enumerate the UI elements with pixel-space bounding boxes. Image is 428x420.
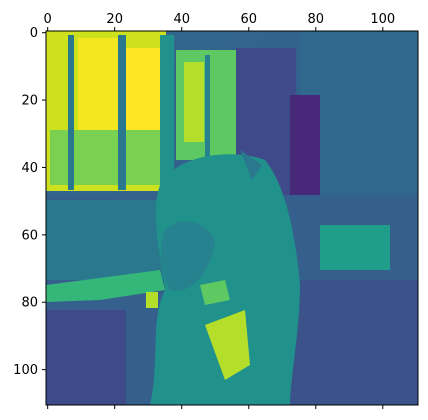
window-lower-foliage xyxy=(50,130,160,185)
x-tick-label: 40 xyxy=(173,12,190,27)
window-mullion xyxy=(160,35,174,190)
x-tick-label: 60 xyxy=(240,12,257,27)
x-tick-label: 20 xyxy=(106,12,123,27)
window-bright-pane xyxy=(184,62,204,142)
window-bright-pane xyxy=(78,38,118,138)
x-tick-label: 0 xyxy=(44,12,52,27)
window-mullion xyxy=(68,35,74,190)
y-tick-label: 0 xyxy=(30,26,38,41)
dog-snout-region xyxy=(160,221,215,291)
dog-ear-region xyxy=(240,150,262,180)
dog-region xyxy=(150,154,300,405)
window-bright-pane xyxy=(126,48,160,136)
y-tick-label: 40 xyxy=(21,161,38,176)
x-tick-label: 80 xyxy=(308,12,325,27)
y-axis-left: 0 20 40 60 80 100 xyxy=(13,26,46,378)
dog-highlight-region xyxy=(200,280,230,305)
lower-left-dark-region xyxy=(46,310,126,405)
x-axis-top: 0 20 40 60 80 100 xyxy=(44,12,395,409)
axes-frame xyxy=(45,30,419,406)
arm-region xyxy=(46,270,165,302)
cushion-region xyxy=(320,225,390,270)
dog-highlight-region xyxy=(205,310,250,380)
y-tick-label: 100 xyxy=(13,363,38,378)
x-tick-label: 100 xyxy=(370,12,395,27)
y-tick-label: 80 xyxy=(21,296,38,311)
image-area xyxy=(46,31,418,405)
lower-dark-region xyxy=(280,280,418,405)
window-mullion xyxy=(118,35,126,190)
arm-highlight-region xyxy=(146,292,158,308)
window-mullion xyxy=(205,55,210,160)
y-tick-label: 60 xyxy=(21,228,38,243)
y-tick-label: 20 xyxy=(21,94,38,109)
